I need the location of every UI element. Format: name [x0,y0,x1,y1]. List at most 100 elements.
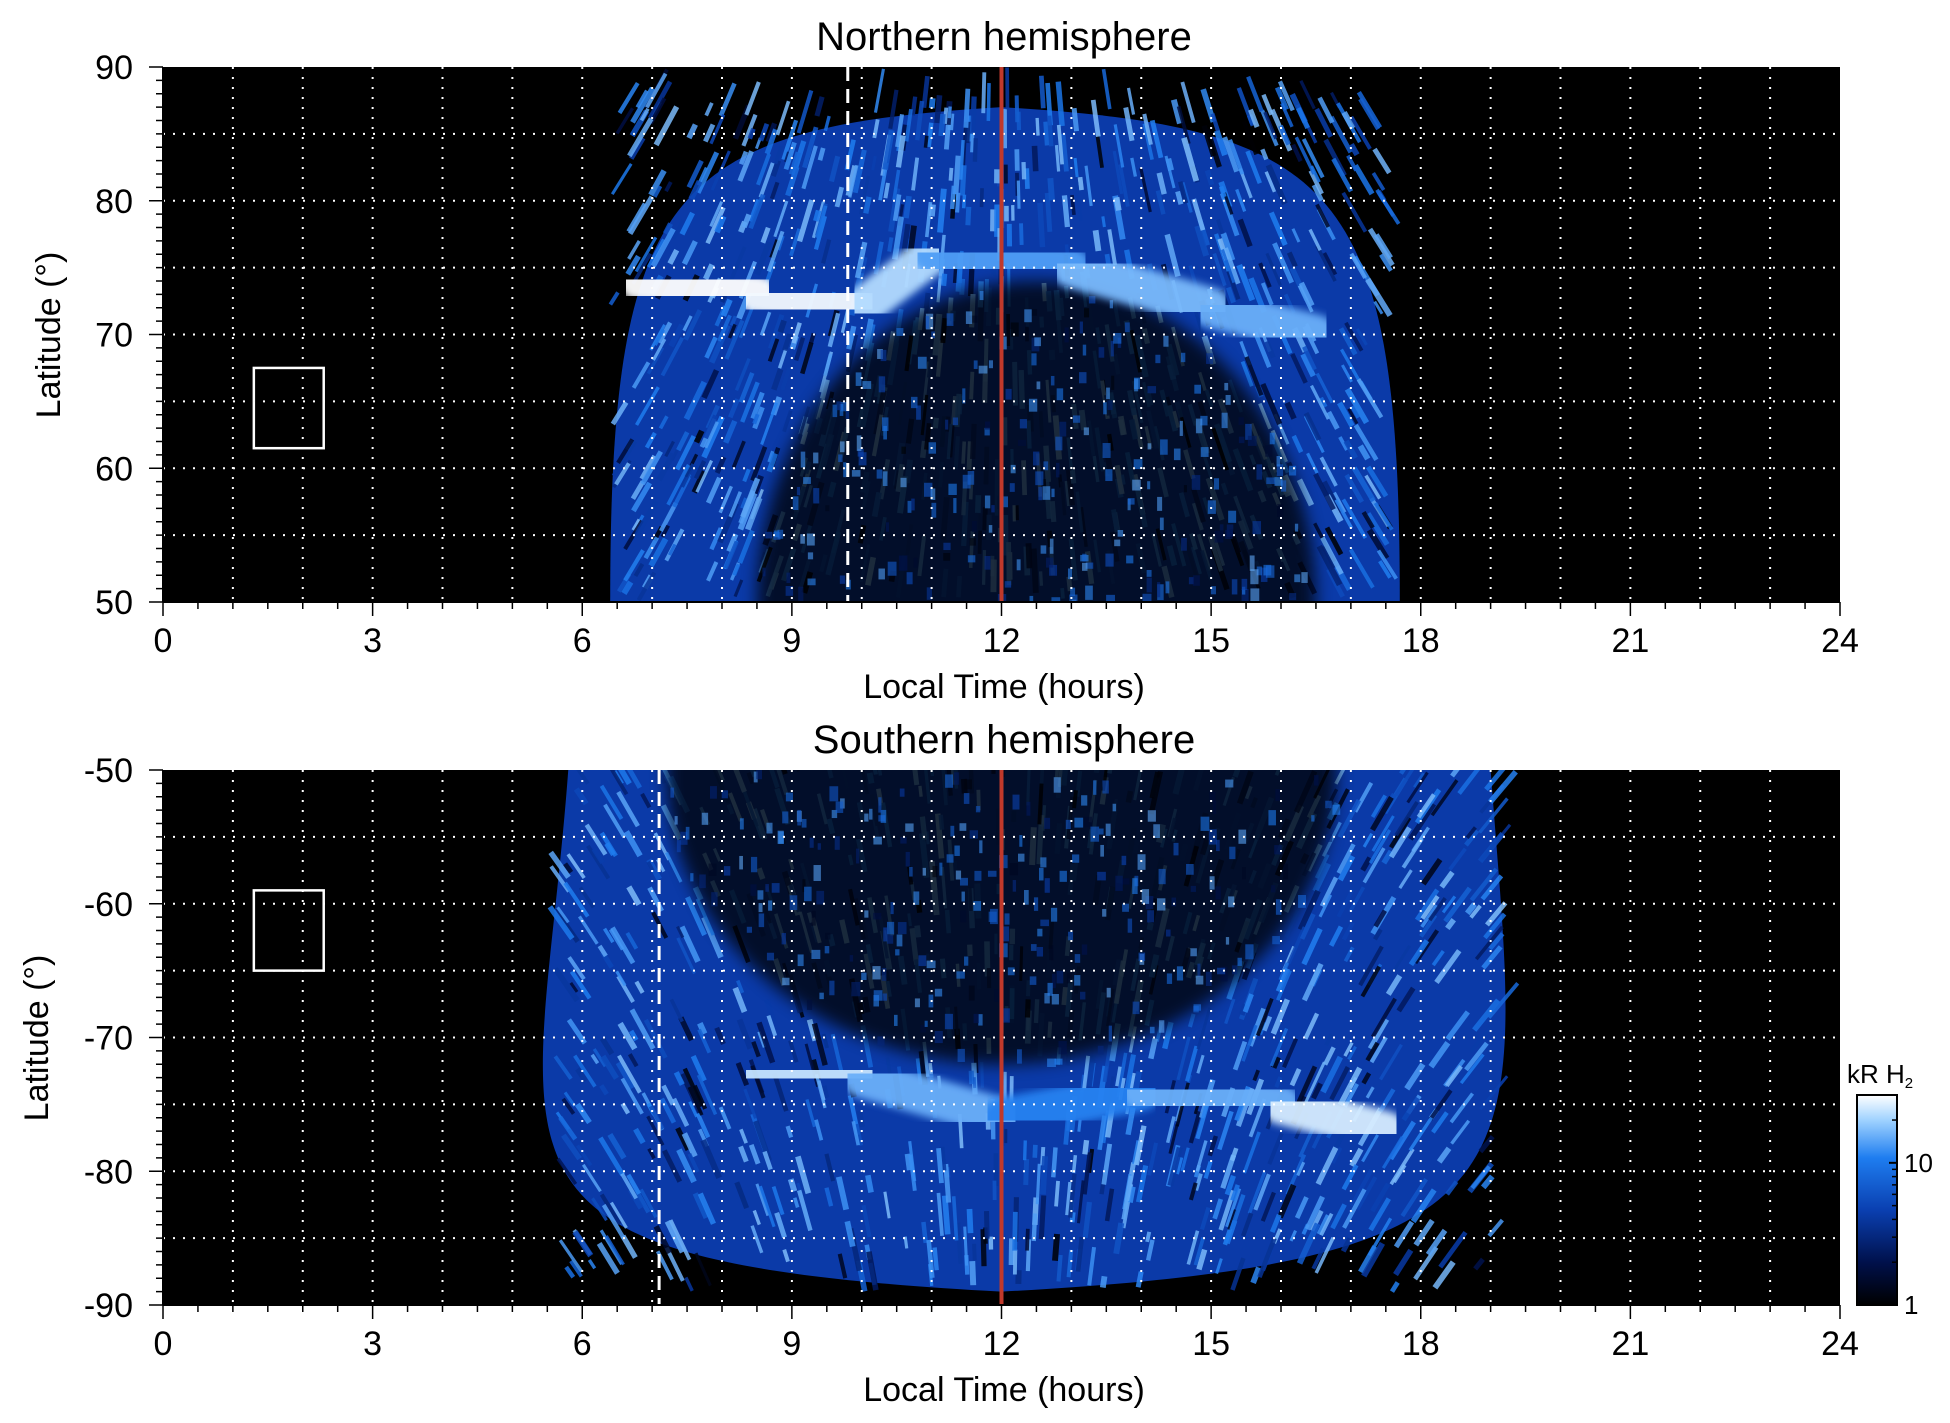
emission-streak [1044,192,1053,232]
emission-streak [903,195,912,219]
emission-streak [736,979,745,994]
emission-speck [1023,890,1029,905]
emission-streak [1240,360,1254,387]
emission-speck [806,999,813,1010]
emission-streak [683,380,707,421]
emission-speck [1146,569,1152,577]
emission-speck [978,365,988,374]
emission-speck [811,910,816,926]
emission-streak [782,1249,790,1263]
emission-streak [626,1173,642,1195]
emission-streak [908,1154,917,1191]
emission-streak [1341,364,1353,383]
emission-speck [825,505,830,512]
emission-speck [758,913,765,928]
emission-streak [1436,1146,1452,1164]
emission-streak [572,1230,594,1258]
emission-streak [563,881,590,918]
emission-streak [1195,1140,1208,1172]
emission-speck [1010,322,1019,337]
emission-speck [1160,439,1168,455]
emission-streak [1258,262,1272,288]
north-ticks [149,66,1841,616]
emission-speck [835,801,844,813]
emission-streak [1204,169,1215,186]
emission-streak [1478,797,1509,834]
emission-speck [1159,517,1164,531]
emission-speck [1158,1020,1165,1033]
emission-streak [1346,154,1358,172]
emission-streak [1431,1111,1449,1134]
emission-speck [768,900,773,911]
emission-speck [1325,800,1332,809]
emission-speck [907,500,912,513]
emission-streak [727,323,737,339]
emission-speck [883,927,888,942]
emission-speck [881,417,889,432]
emission-streak [941,1195,951,1235]
emission-speck [956,971,965,979]
emission-streak [1365,1086,1375,1099]
emission-speck [1097,1045,1104,1055]
emission-speck [973,901,982,911]
emission-streak [921,1221,928,1244]
emission-streak [617,81,640,115]
emission-streak [1308,228,1322,252]
emission-streak [1319,456,1338,487]
emission-streak [1090,99,1101,137]
emission-speck [1238,417,1244,426]
emission-speck [1301,572,1308,583]
emission-streak [1212,1198,1224,1220]
emission-streak [1301,962,1324,1002]
emission-streak [1364,474,1382,500]
emission-streak [1391,944,1411,974]
emission-streak [1396,986,1416,1013]
emission-speck [926,960,936,969]
emission-streak [1178,181,1189,204]
emission-streak [1413,1246,1439,1281]
emission-streak [694,1252,712,1287]
emission-streak [1348,142,1360,157]
emission-streak [669,998,684,1023]
emission-speck [774,530,779,538]
emission-speck [1195,418,1203,434]
emission-streak [646,861,655,872]
x-tick-label: 6 [573,1325,592,1363]
emission-streak [766,230,785,273]
emission-streak [1315,372,1334,404]
emission-streak [1331,157,1354,193]
emission-speck [1058,1041,1067,1055]
colorbar-gradient [1856,1094,1898,1306]
emission-streak [972,138,978,162]
emission-streak [1133,1125,1147,1166]
emission-speck [1052,973,1056,989]
emission-streak [1358,945,1384,987]
emission-speck [1098,828,1104,835]
reference-box [252,889,325,972]
emission-speck [917,356,927,369]
emission-streak [1336,888,1355,918]
emission-streak [1481,945,1503,970]
emission-streak [659,1097,677,1124]
emission-streak [1336,843,1356,875]
emission-streak [1362,847,1386,884]
emission-streak [943,1163,952,1203]
emission-streak [620,1172,638,1200]
emission-speck [969,830,978,839]
emission-speck [1173,448,1181,461]
emission-streak [1265,164,1288,205]
emission-streak [1051,1147,1058,1178]
emission-speck [1054,1058,1063,1065]
emission-speck [1250,569,1259,585]
emission-streak [629,1008,656,1051]
emission-streak [611,440,637,478]
emission-speck [918,955,927,967]
emission-speck [817,843,821,850]
emission-streak [1235,188,1247,212]
emission-speck [1289,465,1297,476]
emission-speck [1053,777,1061,793]
emission-speck [1146,577,1152,593]
emission-streak [814,1119,824,1141]
emission-streak [1270,1055,1281,1069]
x-tick-label: 0 [154,622,173,660]
